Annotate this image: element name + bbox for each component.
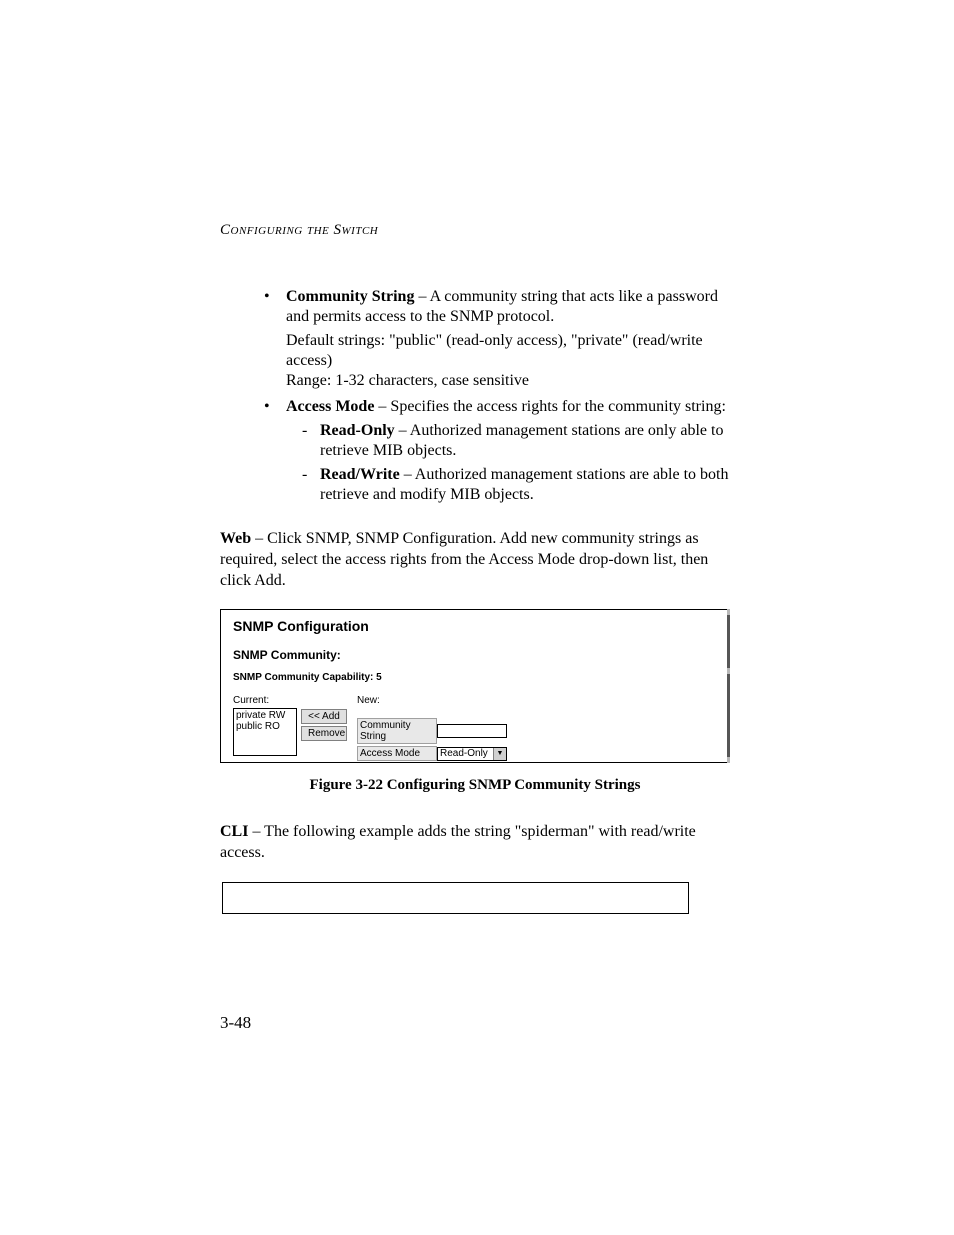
bullet-access: Access Mode – Specifies the access right… <box>260 397 730 505</box>
section-header: Configuring the Switch <box>220 222 730 239</box>
web-label: Web <box>220 530 251 547</box>
list-item[interactable]: public RO <box>236 721 294 732</box>
label: Access Mode <box>286 398 374 415</box>
current-column: Current: private RW public RO <box>233 695 297 756</box>
page-number: 3-48 <box>220 1013 251 1033</box>
add-button[interactable]: << Add <box>301 709 347 724</box>
range: Range: 1-32 characters, case sensitive <box>286 371 730 391</box>
label: Community String <box>286 288 414 305</box>
access-mode-dropdown[interactable]: Read-Only ▼ <box>437 747 507 761</box>
bullet-list: Community String – A community string th… <box>260 287 730 505</box>
community-string-input[interactable] <box>437 724 507 738</box>
web-paragraph: Web – Click SNMP, SNMP Configuration. Ad… <box>220 529 730 591</box>
new-label: New: <box>357 695 507 706</box>
capability-text: SNMP Community Capability: 5 <box>233 672 715 683</box>
button-column: << Add Remove <box>301 709 347 741</box>
community-string-label: Community String <box>357 718 437 744</box>
cli-paragraph: CLI – The following example adds the str… <box>220 822 730 864</box>
label: Read/Write <box>320 466 400 483</box>
scrollbar-marker <box>727 668 730 674</box>
access-mode-row: Access Mode Read-Only ▼ <box>357 746 507 761</box>
chevron-down-icon: ▼ <box>493 748 506 760</box>
sub-bullet-readonly: Read-Only – Authorized management statio… <box>298 421 730 461</box>
config-grid: Current: private RW public RO << Add Rem… <box>233 695 715 763</box>
figure-caption: Figure 3-22 Configuring SNMP Community S… <box>220 777 730 794</box>
panel-subtitle: SNMP Community: <box>233 648 715 662</box>
web-text: – Click SNMP, SNMP Configuration. Add ne… <box>220 530 708 589</box>
sub-bullet-list: Read-Only – Authorized management statio… <box>298 421 730 505</box>
cli-label: CLI <box>220 823 248 840</box>
sub-bullet-readwrite: Read/Write – Authorized management stati… <box>298 465 730 505</box>
list-item[interactable]: private RW <box>236 710 294 721</box>
label: Read-Only <box>320 422 395 439</box>
panel-title: SNMP Configuration <box>233 618 715 634</box>
desc: – Specifies the access rights for the co… <box>374 398 725 415</box>
defaults: Default strings: "public" (read-only acc… <box>286 331 730 371</box>
bullet-community: Community String – A community string th… <box>260 287 730 391</box>
new-column: New: Community String Access Mode Read-O… <box>357 695 507 763</box>
community-string-row: Community String <box>357 718 507 744</box>
dropdown-value: Read-Only <box>440 748 488 759</box>
remove-button[interactable]: Remove <box>301 726 347 741</box>
cli-text: – The following example adds the string … <box>220 823 696 861</box>
snmp-config-screenshot: SNMP Configuration SNMP Community: SNMP … <box>220 609 730 763</box>
scrollbar-marker <box>727 609 730 615</box>
community-listbox[interactable]: private RW public RO <box>233 708 297 756</box>
cli-example-box <box>222 882 689 914</box>
scrollbar-marker <box>727 757 730 763</box>
current-label: Current: <box>233 695 297 706</box>
access-mode-label: Access Mode <box>357 746 437 761</box>
